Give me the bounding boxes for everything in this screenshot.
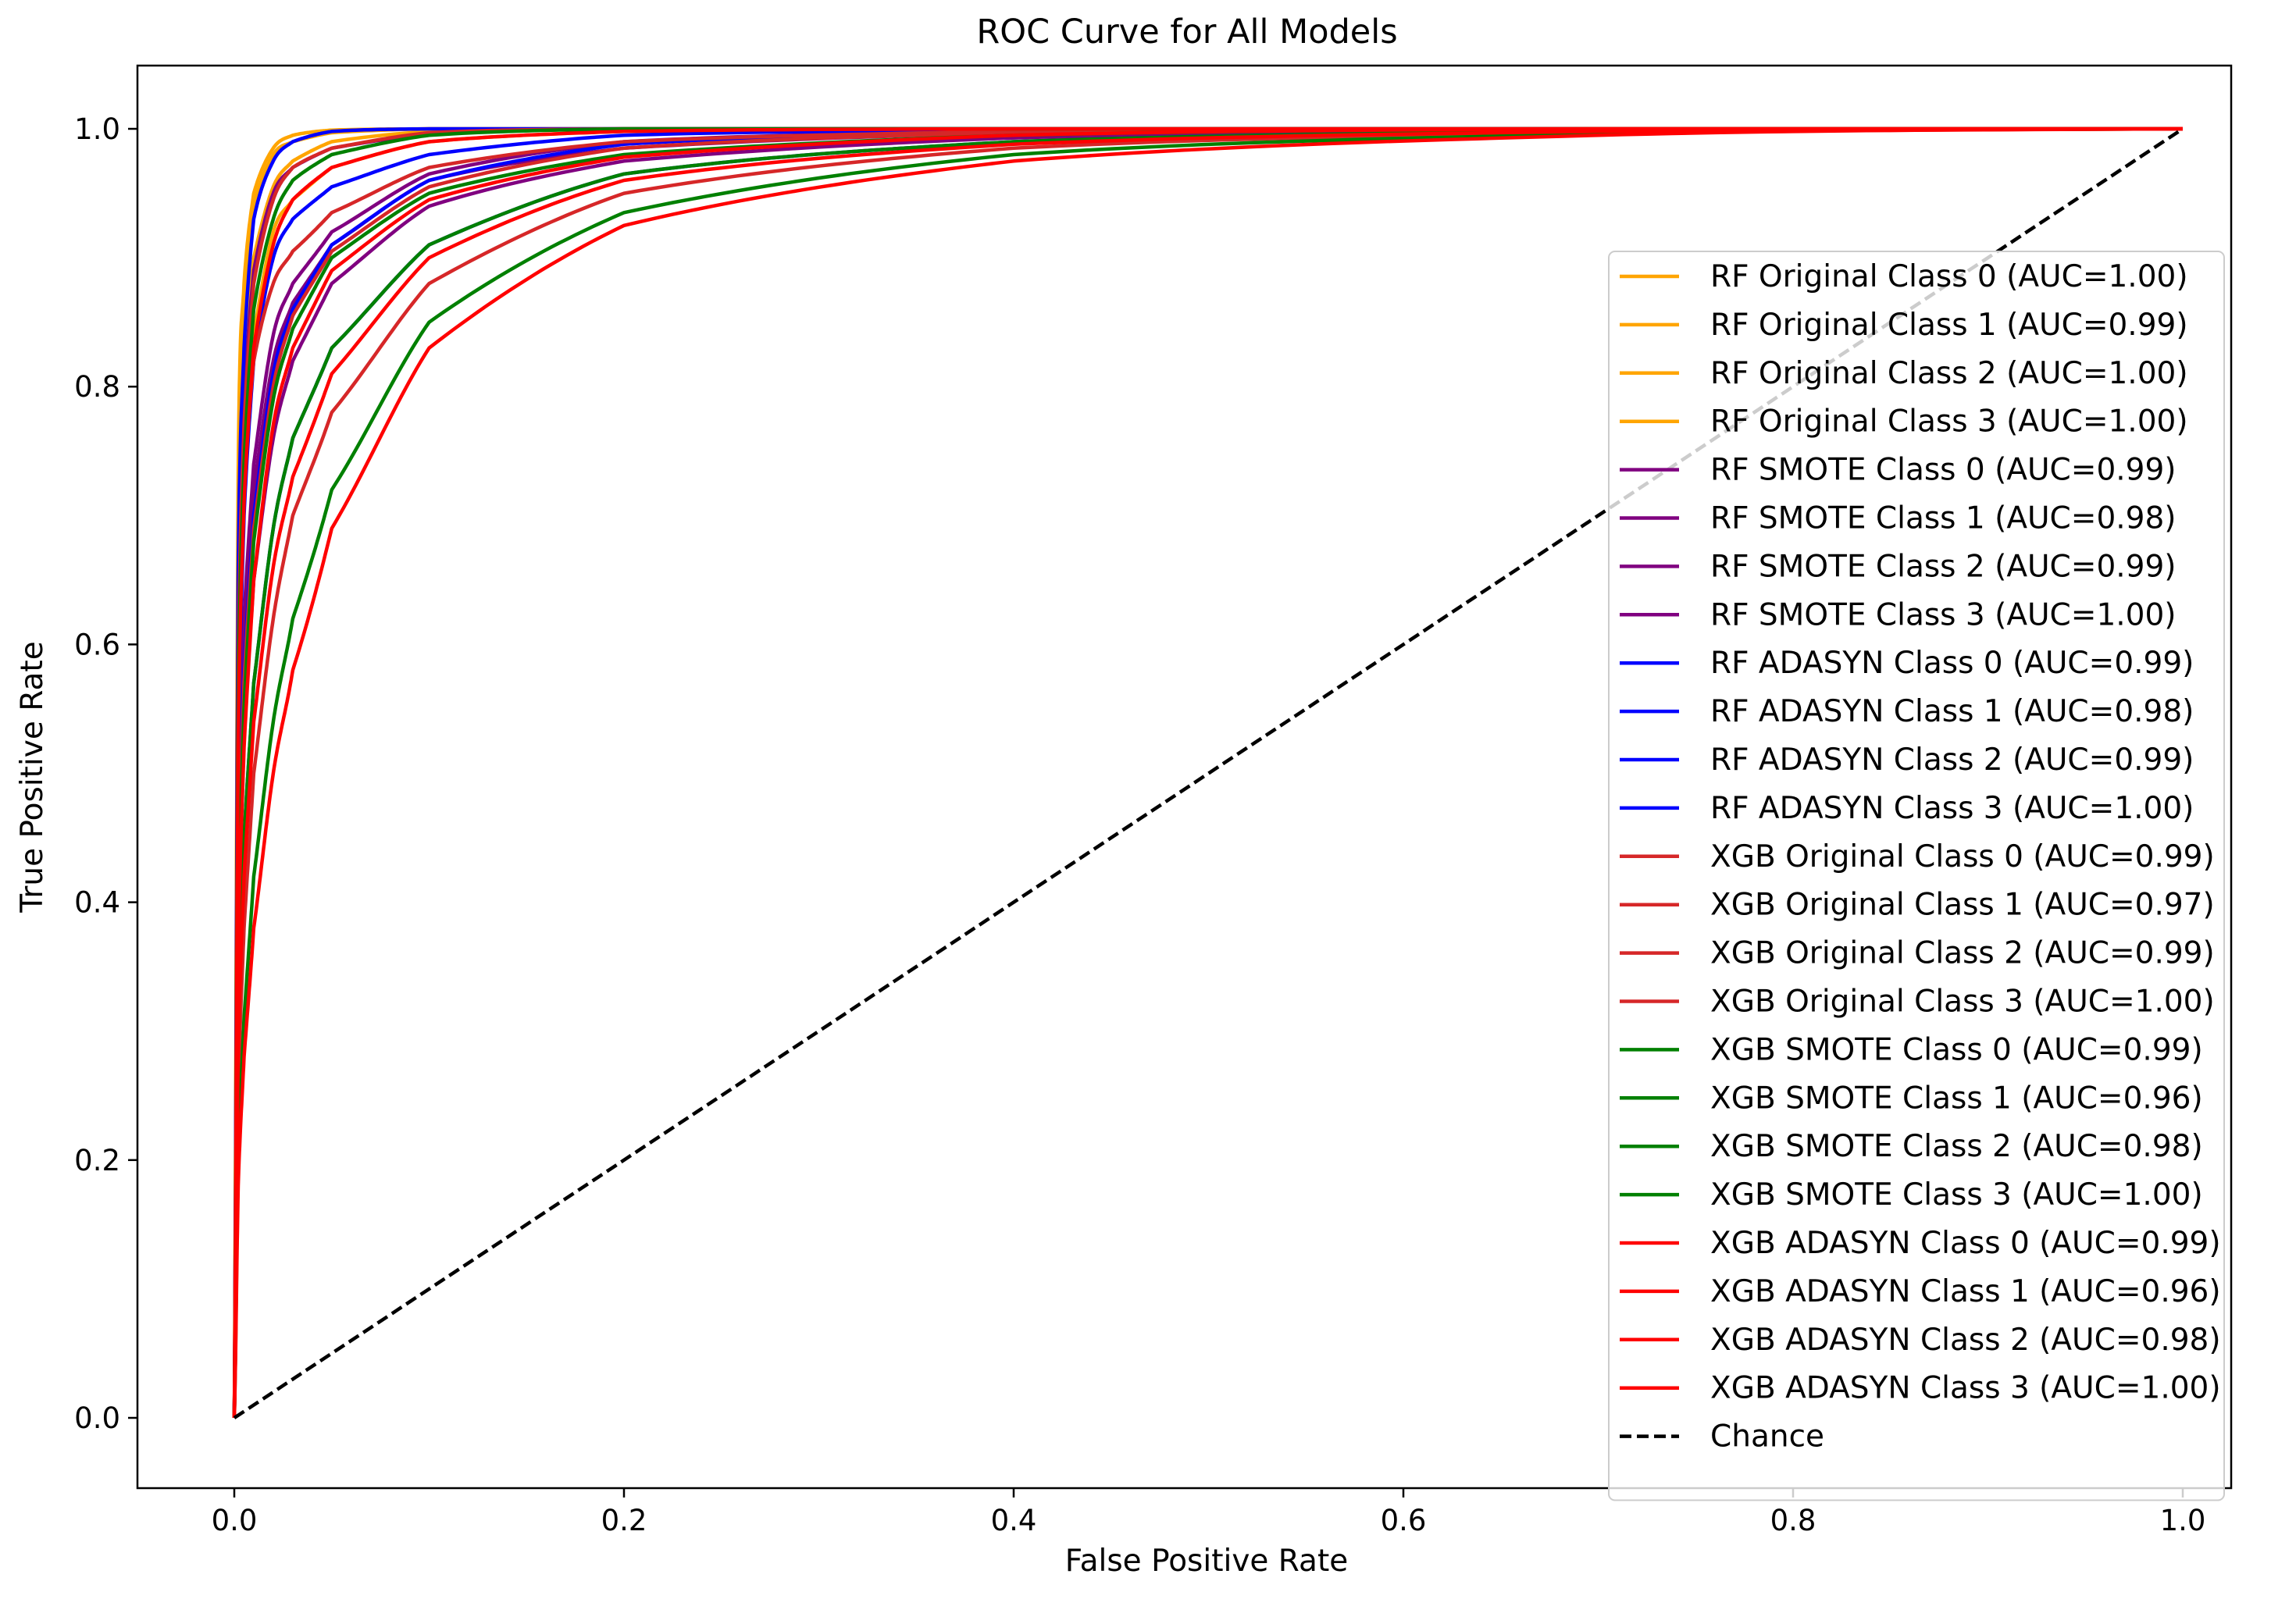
legend-label: XGB ADASYN Class 2 (AUC=0.98) [1710,1323,2221,1358]
legend-label: RF Original Class 2 (AUC=1.00) [1710,356,2188,391]
legend-label: XGB ADASYN Class 1 (AUC=0.96) [1710,1274,2221,1309]
y-tick-label: 0.0 [74,1401,120,1435]
legend-label: RF ADASYN Class 2 (AUC=0.99) [1710,743,2194,778]
y-axis-ticks: 0.0 0.2 0.4 0.6 0.8 1.0 [74,112,137,1435]
legend-label: Chance [1710,1419,1824,1455]
legend-label: RF SMOTE Class 3 (AUC=1.00) [1710,597,2177,632]
legend-label: XGB Original Class 1 (AUC=0.97) [1710,888,2215,923]
legend-label: XGB ADASYN Class 0 (AUC=0.99) [1710,1226,2221,1261]
x-axis-label: False Positive Rate [1065,1544,1348,1579]
legend-label: RF ADASYN Class 1 (AUC=0.98) [1710,694,2194,729]
legend-label: XGB SMOTE Class 1 (AUC=0.96) [1710,1081,2203,1116]
x-axis-ticks: 0.0 0.2 0.4 0.6 0.8 1.0 [212,1488,2206,1537]
legend: RF Original Class 0 (AUC=1.00) RF Origina… [1608,251,2225,1501]
y-tick-label: 1.0 [74,112,120,146]
y-tick-label: 0.2 [74,1144,120,1177]
plot-frame [136,64,2233,1490]
y-tick-label: 0.6 [74,628,120,661]
legend-label: RF Original Class 1 (AUC=0.99) [1710,308,2188,343]
legend-label: XGB Original Class 2 (AUC=0.99) [1710,936,2215,971]
x-tick-label: 0.2 [601,1504,647,1537]
legend-label: XGB Original Class 3 (AUC=1.00) [1710,985,2215,1020]
legend-label: XGB SMOTE Class 0 (AUC=0.99) [1710,1032,2203,1067]
roc-series-line-23 [232,126,2183,1419]
roc-series-line-13 [232,126,2184,1419]
x-tick-label: 0.6 [1381,1504,1427,1537]
legend-label: RF Original Class 3 (AUC=1.00) [1710,404,2188,440]
legend-label: RF ADASYN Class 3 (AUC=1.00) [1710,791,2194,826]
legend-label: RF SMOTE Class 2 (AUC=0.99) [1710,549,2177,584]
legend-label: XGB ADASYN Class 3 (AUC=1.00) [1710,1371,2221,1406]
legend-label: RF SMOTE Class 1 (AUC=0.98) [1710,501,2177,536]
legend-box [1608,251,2225,1501]
x-tick-label: 0.4 [991,1504,1037,1537]
y-tick-label: 0.8 [74,370,120,404]
chart-title: ROC Curve for All Models [976,12,1397,52]
roc-series-line-17 [232,126,2184,1419]
roc-series-line-22 [232,126,2184,1419]
legend-label: RF SMOTE Class 0 (AUC=0.99) [1710,453,2177,488]
roc-series-line-20 [232,126,2183,1419]
y-tick-label: 0.4 [74,886,120,920]
x-tick-label: 0.8 [1770,1504,1816,1537]
legend-label: XGB SMOTE Class 3 (AUC=1.00) [1710,1177,2203,1213]
legend-label: RF Original Class 0 (AUC=1.00) [1710,259,2188,294]
legend-label: RF ADASYN Class 0 (AUC=0.99) [1710,646,2194,681]
legend-label: XGB Original Class 0 (AUC=0.99) [1710,839,2215,874]
x-tick-label: 0.0 [212,1504,258,1537]
roc-series-line-21 [232,126,2184,1419]
x-tick-label: 1.0 [2160,1504,2206,1537]
legend-label: XGB SMOTE Class 2 (AUC=0.98) [1710,1129,2203,1164]
y-axis-label: True Positive Rate [15,641,50,913]
